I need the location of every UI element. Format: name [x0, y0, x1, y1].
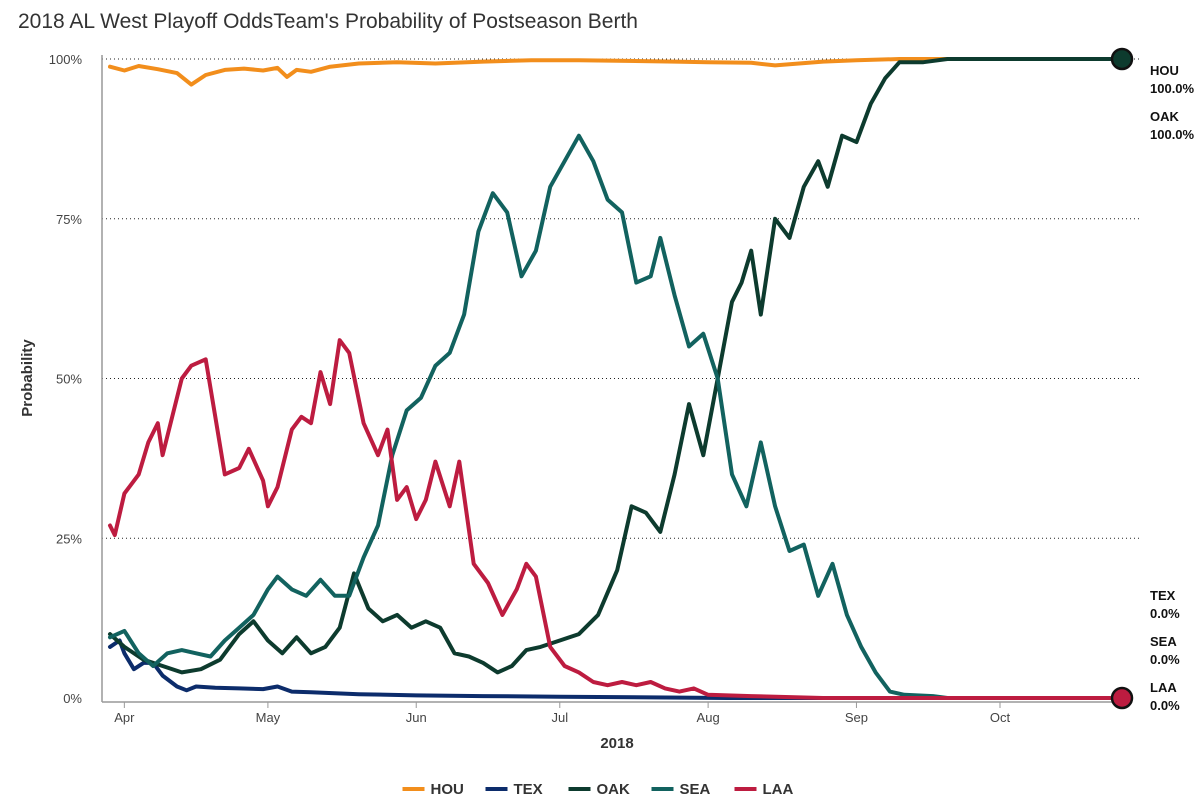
- x-tick-label: Jul: [551, 710, 568, 725]
- series-line-laa: [108, 338, 1124, 700]
- y-tick-label: 25%: [56, 531, 82, 546]
- x-tick-label: Aug: [697, 710, 720, 725]
- label-layer: TEX 0.0% SEA 0.0% LAA 0.0% HOU 100.0% OAK 100.0%: [1150, 63, 1195, 713]
- axis-layer: 0% 25% 50% 75% 100% Apr May Jun Jul Aug Sep Oct: [49, 52, 1124, 725]
- x-tick-label: Sep: [845, 710, 868, 725]
- x-tick-label: May: [256, 710, 281, 725]
- series-line-sea: [108, 133, 1124, 700]
- chart-title: 2018 AL West Playoff OddsTeam's Probabil…: [18, 10, 638, 33]
- end-label-team-sea: SEA: [1150, 634, 1177, 649]
- y-tick-label: 75%: [56, 212, 82, 227]
- y-tick-label: 50%: [56, 372, 82, 387]
- y-tick-label: 0%: [63, 691, 82, 706]
- marker-layer: [1110, 47, 1134, 710]
- series-line-hou: [108, 57, 1124, 87]
- end-label-value-sea: 0.0%: [1150, 652, 1180, 667]
- end-label-team-tex: TEX: [1150, 588, 1176, 603]
- x-tick-label: Oct: [990, 710, 1011, 725]
- end-label-team-hou: HOU: [1150, 63, 1179, 78]
- x-tick-label: Jun: [406, 710, 427, 725]
- end-label-value-hou: 100.0%: [1150, 81, 1195, 96]
- end-label-team-oak: OAK: [1150, 109, 1180, 124]
- end-label-value-tex: 0.0%: [1150, 606, 1180, 621]
- legend-label-oak: OAK: [597, 781, 631, 798]
- y-tick-label: 100%: [49, 52, 83, 67]
- end-label-value-oak: 100.0%: [1150, 127, 1195, 142]
- legend-label-laa: LAA: [763, 781, 794, 798]
- legend-label-sea: SEA: [680, 781, 711, 798]
- end-label-team-laa: LAA: [1150, 680, 1177, 695]
- legend-label-hou: HOU: [431, 781, 464, 798]
- end-marker-laa: [1110, 686, 1134, 710]
- end-marker-oak: [1110, 47, 1134, 71]
- series-line-oak: [108, 57, 1124, 675]
- y-axis-title: Probability: [19, 339, 36, 417]
- series-line-tex: [108, 638, 1124, 700]
- series-layer: [108, 57, 1124, 700]
- end-label-value-laa: 0.0%: [1150, 698, 1180, 713]
- x-axis-title: 2018: [600, 735, 633, 752]
- x-tick-label: Apr: [114, 710, 135, 725]
- legend: HOU TEX OAK SEA LAA: [402, 781, 794, 798]
- legend-label-tex: TEX: [514, 781, 543, 798]
